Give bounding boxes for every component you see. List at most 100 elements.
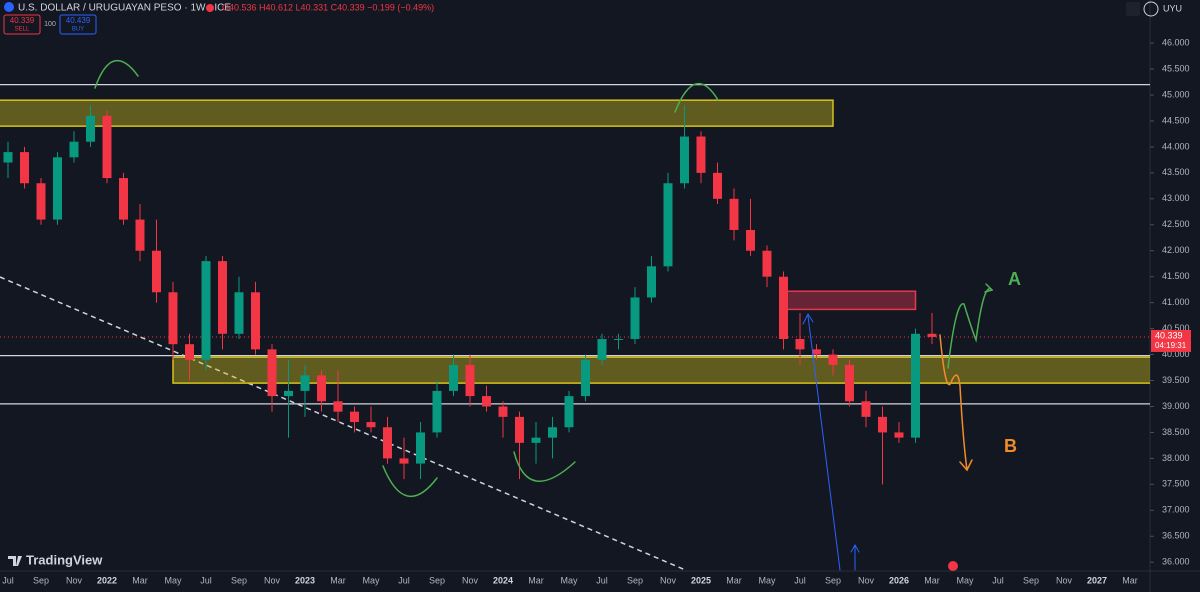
- sell-button[interactable]: [3, 14, 41, 35]
- symbol-title: U.S. DOLLAR / URUGUAYAN PESO · 1W · ICE: [18, 3, 231, 14]
- candle-body: [234, 292, 244, 334]
- candle-body: [762, 250, 772, 277]
- settings-button[interactable]: [1126, 2, 1140, 16]
- candle-body: [53, 157, 62, 220]
- countdown: 04:19:31: [1155, 341, 1187, 350]
- x-tick-label: Sep: [825, 575, 841, 585]
- currency-icon[interactable]: [1143, 1, 1159, 17]
- x-tick-label: Jul: [200, 575, 212, 585]
- candle-body: [845, 364, 854, 402]
- x-tick-label: Nov: [1056, 575, 1073, 585]
- x-tick-label: 2024: [493, 575, 513, 585]
- x-tick-label: 2023: [295, 575, 315, 585]
- symbol-icon: [4, 2, 14, 12]
- candle-body: [185, 344, 194, 360]
- x-tick-label: Nov: [66, 575, 83, 585]
- candle-body: [119, 178, 128, 220]
- x-tick-label: Sep: [627, 575, 643, 585]
- candle-body: [713, 172, 722, 199]
- candle-body: [531, 437, 541, 443]
- y-tick-label: 37.500: [1162, 479, 1190, 489]
- scenario-label: A: [1008, 269, 1021, 289]
- candle-body: [564, 396, 574, 428]
- candle-body: [911, 333, 920, 438]
- x-tick-label: Nov: [462, 575, 479, 585]
- y-tick-label: 42.500: [1162, 219, 1190, 229]
- y-tick-label: 37.000: [1162, 505, 1190, 515]
- candle-body: [20, 152, 29, 184]
- candle-body: [647, 266, 656, 298]
- x-tick-label: 2026: [889, 575, 909, 585]
- x-tick-label: May: [362, 575, 380, 585]
- x-tick-label: Sep: [429, 575, 445, 585]
- event-icon: [948, 561, 958, 571]
- zone: [172, 356, 1150, 384]
- candle-body: [729, 198, 739, 230]
- zone: [782, 290, 917, 311]
- spread: 100: [44, 21, 56, 28]
- candle-body: [449, 364, 458, 391]
- y-tick-label: 38.500: [1162, 427, 1190, 437]
- candle-body: [3, 152, 13, 163]
- green-arc: [382, 465, 438, 497]
- x-tick-label: Mar: [1122, 575, 1138, 585]
- x-tick-label: Sep: [231, 575, 247, 585]
- candle-body: [779, 276, 788, 339]
- y-tick-label: 43.000: [1162, 193, 1190, 203]
- y-tick-label: 39.000: [1162, 401, 1190, 411]
- brand-logo: [8, 556, 22, 566]
- y-tick-label: 40.000: [1162, 349, 1190, 359]
- arrow-head: [984, 283, 994, 293]
- candle-body: [465, 364, 475, 397]
- y-tick-label: 41.500: [1162, 271, 1190, 281]
- y-tick-label: 40.500: [1162, 323, 1190, 333]
- candle-body: [284, 390, 293, 397]
- green-arc: [94, 59, 139, 89]
- blue-arrow: [802, 312, 841, 571]
- candle-body: [416, 432, 425, 464]
- x-tick-label: 2022: [97, 575, 117, 585]
- buy-button[interactable]: [59, 14, 97, 35]
- candle-body: [795, 338, 805, 350]
- trend-line: [0, 276, 688, 570]
- y-tick-label: 46.000: [1162, 37, 1190, 47]
- y-tick-label: 44.500: [1162, 115, 1190, 125]
- x-tick-label: May: [560, 575, 578, 585]
- candle-body: [399, 458, 409, 464]
- y-tick-label: 44.000: [1162, 141, 1190, 151]
- candle-body: [828, 354, 838, 365]
- candle-body: [350, 411, 359, 423]
- candle-body: [927, 333, 937, 337]
- zone: [0, 99, 834, 127]
- x-tick-label: Nov: [660, 575, 677, 585]
- candle-body: [696, 136, 706, 173]
- x-tick-label: Mar: [132, 575, 148, 585]
- candle-body: [680, 136, 689, 184]
- x-tick-label: Mar: [726, 575, 742, 585]
- sell-label: SELL: [15, 27, 30, 33]
- candle-body: [482, 396, 491, 407]
- last-price: 40.339: [1155, 330, 1183, 340]
- x-tick-label: Mar: [924, 575, 940, 585]
- x-tick-label: Nov: [264, 575, 281, 585]
- candle-body: [663, 183, 673, 267]
- x-tick-label: Mar: [528, 575, 544, 585]
- x-tick-label: Sep: [1023, 575, 1039, 585]
- candle-body: [878, 416, 887, 433]
- scenario-a-path: [947, 287, 993, 369]
- x-tick-label: Jul: [596, 575, 608, 585]
- buy-label: BUY: [72, 27, 84, 33]
- y-tick-label: 42.000: [1162, 245, 1190, 255]
- x-tick-label: May: [758, 575, 776, 585]
- candle-body: [317, 375, 326, 402]
- x-tick-label: Jul: [2, 575, 14, 585]
- candle-body: [201, 261, 211, 360]
- y-tick-label: 36.000: [1162, 557, 1190, 567]
- y-tick-label: 43.500: [1162, 167, 1190, 177]
- blue-arrow: [850, 543, 860, 571]
- candle-body: [894, 432, 904, 438]
- candle-body: [135, 219, 145, 251]
- plot-area: [0, 84, 1150, 570]
